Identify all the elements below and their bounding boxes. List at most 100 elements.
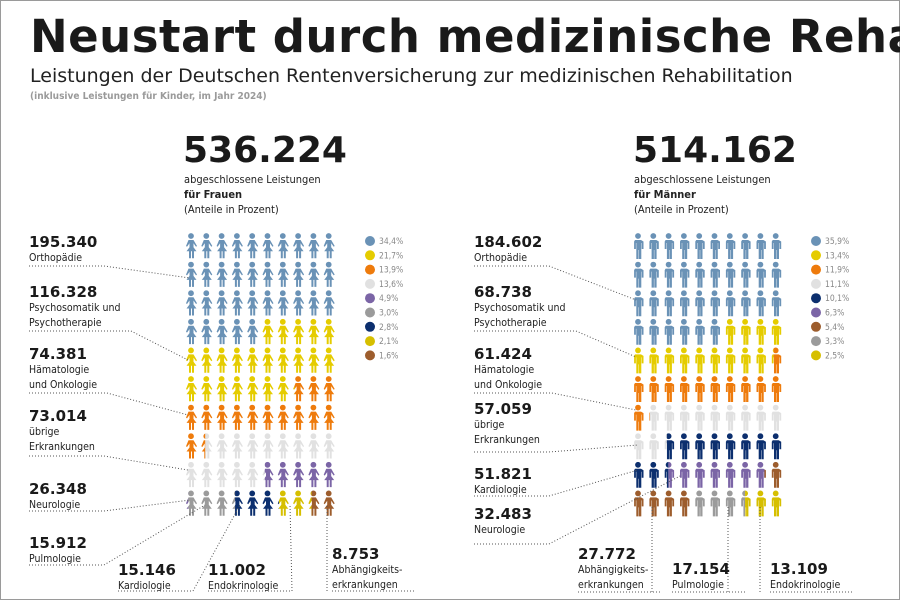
category-label: 73.014 übrige Erkrankungen xyxy=(29,407,95,455)
figure-segment xyxy=(745,490,751,517)
woman-figure-icon xyxy=(277,318,289,345)
woman-figure-icon xyxy=(277,461,289,488)
figure-segment xyxy=(725,433,736,460)
figure-segment xyxy=(201,318,213,345)
figure-segment xyxy=(634,404,644,431)
woman-figure-icon xyxy=(308,347,320,373)
leader-line xyxy=(106,392,189,416)
figure-segment xyxy=(725,404,736,431)
figure-segment xyxy=(308,433,320,459)
figure-segment xyxy=(680,347,690,374)
man-figure-icon xyxy=(756,261,766,288)
man-figure-icon xyxy=(649,261,659,288)
figure-segment xyxy=(725,233,736,259)
leader-line xyxy=(575,330,637,358)
man-figure-icon xyxy=(771,490,782,517)
women-caption-2: für Frauen xyxy=(184,188,243,201)
woman-figure-icon xyxy=(201,433,213,459)
woman-figure-icon xyxy=(277,347,289,373)
figure-segment xyxy=(216,461,228,488)
legend-swatch-icon xyxy=(365,350,375,361)
woman-figure-icon xyxy=(216,490,228,516)
man-figure-icon xyxy=(695,404,705,431)
category-name: Psychotherapie xyxy=(29,317,102,329)
figure-segment xyxy=(293,318,305,345)
figure-segment xyxy=(186,461,197,488)
man-figure-icon xyxy=(710,347,720,374)
woman-figure-icon xyxy=(186,233,197,259)
man-figure-icon xyxy=(680,404,690,431)
figure-segment xyxy=(695,461,705,488)
figure-segment xyxy=(771,433,782,460)
figure-segment xyxy=(277,233,289,259)
figure-segment xyxy=(231,490,236,516)
figure-segment xyxy=(186,490,189,516)
man-figure-icon xyxy=(725,318,736,345)
figure-segment xyxy=(680,404,690,431)
figure-segment xyxy=(308,404,320,430)
category-name: Hämatologie xyxy=(29,364,90,376)
man-figure-icon xyxy=(771,376,782,402)
woman-figure-icon xyxy=(308,233,320,259)
figure-segment xyxy=(756,290,766,317)
man-figure-icon xyxy=(680,433,690,460)
figure-segment xyxy=(756,490,766,517)
woman-figure-icon xyxy=(323,318,335,345)
figure-segment xyxy=(695,433,705,460)
category-name: Abhängigkeits- xyxy=(578,564,649,576)
figure-segment xyxy=(756,404,766,431)
page-subtitle: Leistungen der Deutschen Rentenversicher… xyxy=(30,65,793,87)
man-figure-icon xyxy=(710,261,720,288)
man-figure-icon xyxy=(695,233,705,259)
man-figure-icon xyxy=(725,290,736,317)
category-label: 15.912 Pulmologie xyxy=(29,534,87,567)
category-label: 184.602 Orthopädie xyxy=(474,233,542,266)
leader-line xyxy=(103,504,206,566)
woman-figure-icon xyxy=(216,261,228,287)
man-figure-icon xyxy=(725,433,736,460)
legend-swatch-icon xyxy=(811,350,821,361)
man-figure-icon xyxy=(771,261,782,288)
man-figure-icon xyxy=(710,290,720,317)
category-count: 17.154 xyxy=(672,560,730,578)
figure-segment xyxy=(247,461,259,488)
woman-figure-icon xyxy=(293,347,305,373)
woman-figure-icon xyxy=(247,347,259,373)
legend-percent: 6,3% xyxy=(825,309,844,319)
figure-segment xyxy=(186,261,197,287)
man-figure-icon xyxy=(741,233,751,259)
category-label: 27.772 Abhängigkeits-erkrankungen xyxy=(578,545,648,593)
woman-figure-icon xyxy=(216,376,228,402)
category-name: Psychotherapie xyxy=(474,317,547,329)
figure-segment xyxy=(725,376,736,402)
men-total: 514.162 xyxy=(633,130,797,171)
figure-segment xyxy=(247,433,259,459)
figure-segment xyxy=(721,319,722,346)
woman-figure-icon xyxy=(323,490,335,516)
figure-segment xyxy=(649,261,659,288)
man-figure-icon xyxy=(725,376,736,402)
figure-segment xyxy=(201,347,213,373)
man-figure-icon xyxy=(649,376,659,402)
man-figure-icon xyxy=(725,233,736,259)
category-name: Orthopädie xyxy=(29,252,83,264)
man-figure-icon xyxy=(649,404,659,431)
man-figure-icon xyxy=(741,433,751,460)
figure-segment xyxy=(756,461,765,488)
man-figure-icon xyxy=(634,404,644,431)
woman-figure-icon xyxy=(262,233,274,259)
man-figure-icon xyxy=(680,376,690,402)
figure-segment xyxy=(771,404,782,431)
figure-segment xyxy=(216,318,228,345)
men-pictogram xyxy=(634,233,782,517)
figure-segment xyxy=(725,318,736,345)
man-figure-icon xyxy=(664,490,675,517)
man-figure-icon xyxy=(756,404,766,431)
legend-swatch-icon xyxy=(811,293,821,304)
category-name: Kardiologie xyxy=(474,484,527,496)
woman-figure-icon xyxy=(186,318,197,345)
woman-figure-icon xyxy=(262,461,274,488)
legend-percent: 3,0% xyxy=(379,309,398,319)
figure-segment xyxy=(741,376,751,402)
woman-figure-icon xyxy=(323,347,335,373)
